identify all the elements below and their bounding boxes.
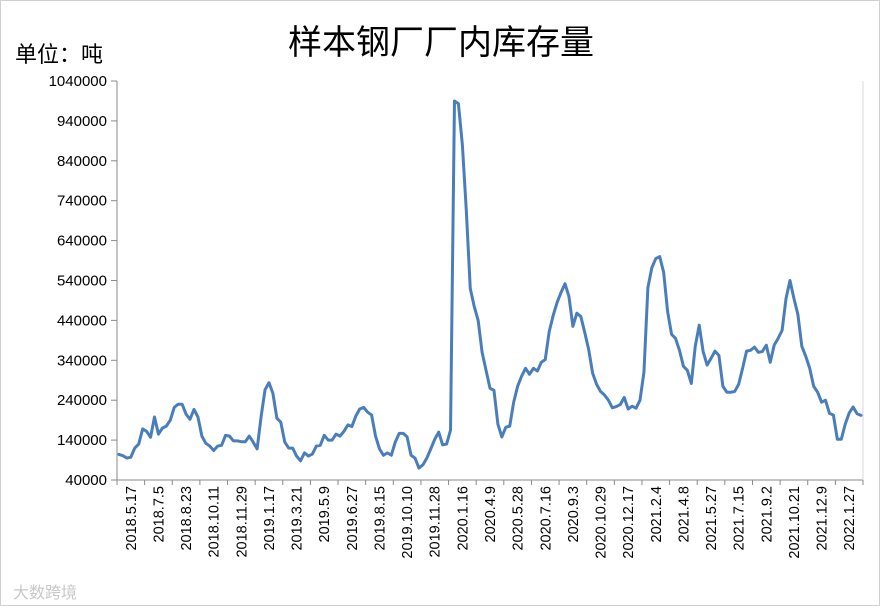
x-tick-label: 2020.7.16 bbox=[538, 486, 554, 551]
x-tick-label: 2019.8.15 bbox=[372, 486, 388, 551]
y-tick-label: 1040000 bbox=[49, 73, 107, 90]
x-tick-label: 2019.1.17 bbox=[262, 486, 278, 551]
x-tick-label: 2020.10.29 bbox=[594, 486, 610, 559]
x-tick-label: 2019.3.21 bbox=[290, 486, 306, 551]
series-line bbox=[117, 99, 863, 470]
x-tick-label: 2018.8.23 bbox=[179, 486, 195, 551]
x-tick-label: 2018.11.29 bbox=[234, 486, 250, 558]
x-tick-label: 2021.4.8 bbox=[676, 486, 692, 542]
x-tick-label: 2020.5.28 bbox=[511, 486, 527, 551]
x-tick-label: 2018.5.17 bbox=[124, 486, 140, 551]
x-tick-label: 2020.4.9 bbox=[483, 486, 499, 542]
x-tick-label: 2019.5.9 bbox=[317, 486, 333, 542]
x-tick-label: 2020.1.16 bbox=[455, 486, 471, 551]
x-tick-label: 2019.11.28 bbox=[428, 486, 444, 558]
y-tick-label: 840000 bbox=[57, 153, 107, 170]
y-tick-label: 740000 bbox=[57, 193, 107, 210]
x-tick-label: 2019.6.27 bbox=[345, 486, 361, 551]
x-tick-label: 2022.1.27 bbox=[842, 486, 858, 551]
x-tick-label: 2021.9.2 bbox=[759, 486, 775, 542]
x-tick-label: 2019.10.10 bbox=[400, 486, 416, 559]
y-tick-label: 40000 bbox=[65, 472, 107, 489]
x-tick-label: 2020.9.3 bbox=[566, 486, 582, 542]
y-tick-label: 640000 bbox=[57, 233, 107, 250]
y-tick-label: 440000 bbox=[57, 312, 107, 329]
x-tick-label: 2020.12.17 bbox=[621, 486, 637, 559]
y-axis-unit-label: 单位：吨 bbox=[15, 43, 104, 68]
y-tick-label: 140000 bbox=[57, 432, 107, 449]
y-tick-label: 940000 bbox=[57, 113, 107, 130]
chart-title: 样本钢厂厂内库存量 bbox=[288, 23, 594, 63]
x-tick-label: 2021.12.9 bbox=[815, 486, 831, 551]
x-tick-label: 2018.10.11 bbox=[207, 486, 223, 558]
y-tick-label: 240000 bbox=[57, 392, 107, 409]
watermark: 大数跨境 bbox=[13, 583, 78, 602]
y-tick-label: 540000 bbox=[57, 273, 107, 290]
y-tick-label: 340000 bbox=[57, 352, 107, 369]
x-tick-label: 2021.2.4 bbox=[649, 486, 665, 542]
x-tick-label: 2018.7.5 bbox=[151, 486, 167, 542]
x-tick-label: 2021.5.27 bbox=[704, 486, 720, 551]
x-tick-label: 2021.7.15 bbox=[732, 486, 748, 551]
x-tick-label: 2021.10.21 bbox=[787, 486, 803, 559]
